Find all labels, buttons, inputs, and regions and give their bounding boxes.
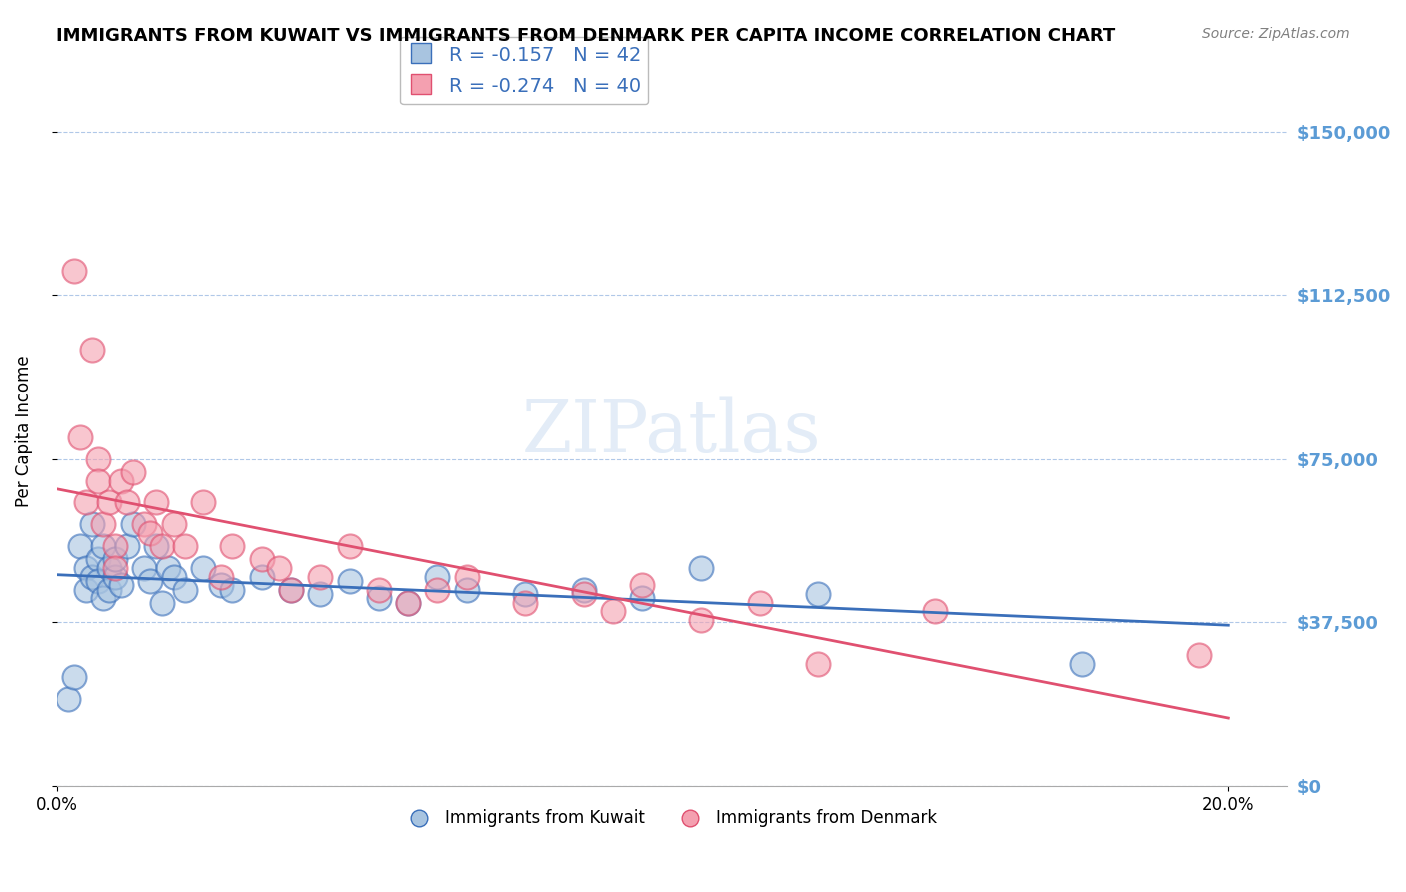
Point [174, 539, 197, 553]
Point [150, 596, 173, 610]
Point [110, 474, 132, 488]
Point [69, 430, 91, 444]
Point [191, 561, 214, 575]
Point [75, 582, 97, 597]
Point [572, 587, 595, 601]
Text: IMMIGRANTS FROM KUWAIT VS IMMIGRANTS FROM DENMARK PER CAPITA INCOME CORRELATION : IMMIGRANTS FROM KUWAIT VS IMMIGRANTS FRO… [56, 27, 1115, 45]
Point [86, 574, 108, 588]
Point [139, 574, 162, 588]
Point [367, 582, 389, 597]
Point [280, 582, 302, 597]
Point [86, 451, 108, 466]
Point [98, 495, 121, 509]
Point [339, 539, 361, 553]
Point [75, 495, 97, 509]
Point [93, 539, 115, 553]
Point [98, 561, 121, 575]
Point [80, 517, 103, 532]
Point [75, 561, 97, 575]
Point [367, 591, 389, 606]
Point [396, 596, 419, 610]
Point [269, 561, 291, 575]
Point [93, 591, 115, 606]
Point [807, 587, 830, 601]
Point [80, 343, 103, 357]
Point [631, 578, 654, 592]
Point [572, 582, 595, 597]
Point [104, 561, 127, 575]
Point [1070, 657, 1092, 671]
Point [631, 591, 654, 606]
Point [602, 604, 624, 618]
Point [110, 578, 132, 592]
Point [121, 517, 143, 532]
Point [121, 465, 143, 479]
Point [191, 495, 214, 509]
Point [86, 474, 108, 488]
Point [515, 587, 537, 601]
Point [150, 539, 173, 553]
Point [139, 525, 162, 540]
Point [690, 613, 713, 627]
Point [104, 552, 127, 566]
Point [156, 561, 179, 575]
Point [209, 569, 232, 583]
Point [80, 569, 103, 583]
Point [134, 517, 156, 532]
Point [58, 691, 80, 706]
Point [807, 657, 830, 671]
Text: ZIPatlas: ZIPatlas [522, 396, 821, 467]
Point [209, 578, 232, 592]
Point [924, 604, 946, 618]
Point [426, 582, 449, 597]
Point [104, 539, 127, 553]
Point [250, 552, 273, 566]
Point [174, 582, 197, 597]
Point [93, 517, 115, 532]
Point [221, 539, 243, 553]
Point [163, 569, 186, 583]
Point [98, 582, 121, 597]
Point [69, 539, 91, 553]
Point [63, 264, 86, 278]
Point [309, 569, 332, 583]
Point [280, 582, 302, 597]
Point [1188, 648, 1211, 662]
Legend: Immigrants from Kuwait, Immigrants from Denmark: Immigrants from Kuwait, Immigrants from … [399, 803, 943, 834]
Point [515, 596, 537, 610]
Point [134, 561, 156, 575]
Y-axis label: Per Capita Income: Per Capita Income [15, 356, 32, 508]
Point [86, 552, 108, 566]
Point [339, 574, 361, 588]
Point [250, 569, 273, 583]
Point [163, 517, 186, 532]
Point [145, 539, 167, 553]
Point [63, 670, 86, 684]
Point [456, 569, 478, 583]
Point [104, 569, 127, 583]
Point [426, 569, 449, 583]
Point [115, 495, 138, 509]
Point [221, 582, 243, 597]
Point [309, 587, 332, 601]
Point [396, 596, 419, 610]
Point [690, 561, 713, 575]
Point [456, 582, 478, 597]
Point [115, 539, 138, 553]
Point [748, 596, 770, 610]
Point [145, 495, 167, 509]
Text: Source: ZipAtlas.com: Source: ZipAtlas.com [1202, 27, 1350, 41]
